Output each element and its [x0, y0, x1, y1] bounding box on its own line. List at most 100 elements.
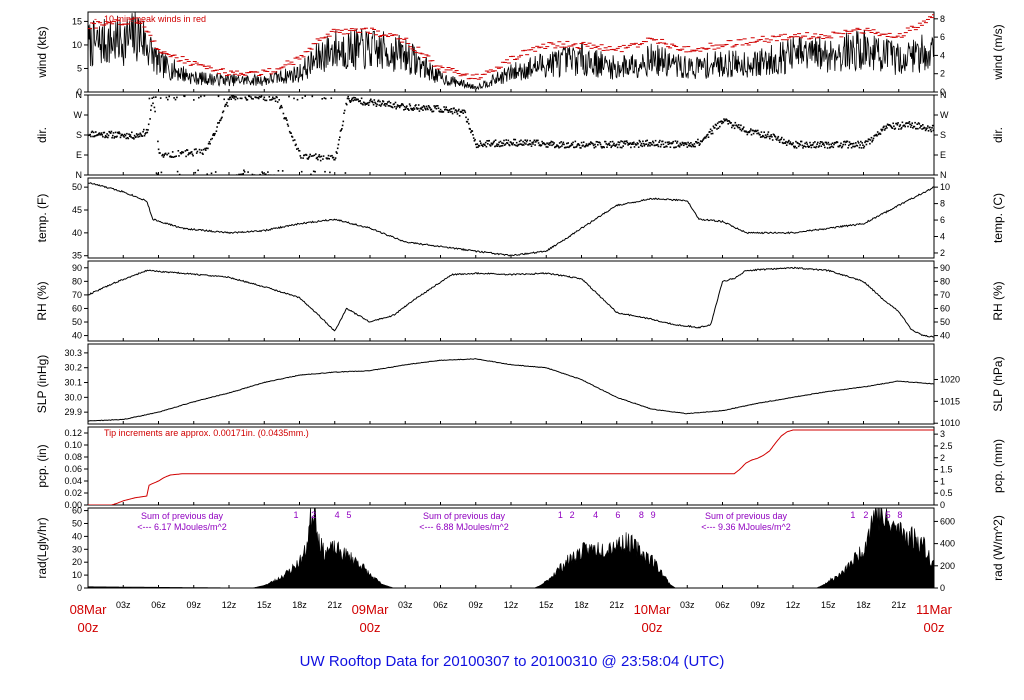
direction-point [453, 111, 456, 114]
plot-area-pcp [88, 429, 934, 505]
ytick-label-left: 0.08 [64, 452, 82, 462]
direction-point [723, 118, 725, 120]
direction-point [633, 146, 636, 148]
direction-point [712, 125, 715, 128]
direction-point [739, 128, 741, 131]
direction-point [649, 142, 652, 144]
direction-point [830, 143, 832, 146]
direction-point [793, 145, 795, 148]
panel-wind: wind (kts) wind (m/s) 0 5 10 15 0 2 4 6 8 - 10 min. … [35, 11, 1005, 97]
ytick-label-left: 15 [72, 16, 82, 26]
direction-point [578, 143, 580, 146]
direction-point [338, 139, 340, 141]
direction-point [98, 132, 101, 134]
direction-point [584, 145, 586, 148]
direction-point [673, 146, 675, 149]
direction-point [816, 143, 818, 145]
xtick-label: 03z [398, 600, 413, 610]
radiation-annotation: Sum of previous day<--- 6.17 MJoules/m^2… [137, 510, 351, 532]
direction-point [138, 135, 141, 138]
direction-point [654, 144, 656, 147]
direction-point [570, 142, 573, 145]
direction-point [734, 121, 737, 124]
direction-point [162, 153, 164, 156]
direction-point [157, 148, 160, 151]
direction-point [919, 127, 921, 129]
direction-point [611, 140, 614, 143]
direction-point [745, 131, 748, 133]
direction-point [461, 109, 464, 112]
xtick-major-time: 00z [78, 620, 99, 635]
direction-point [869, 139, 872, 141]
direction-point [559, 146, 562, 148]
direction-point [367, 104, 370, 106]
direction-point [755, 130, 758, 132]
footer-title: UW Rooftop Data for 20100307 to 20100310… [300, 653, 725, 670]
direction-point [644, 143, 646, 146]
direction-point [182, 151, 185, 154]
direction-point [733, 124, 735, 127]
direction-point [187, 153, 189, 156]
direction-point [638, 139, 641, 142]
direction-point [484, 144, 486, 147]
direction-point [516, 145, 519, 147]
ytick-label-left: 30.2 [64, 363, 82, 373]
ytick-label-right: 40 [940, 331, 950, 341]
xtick-label: 06z [433, 600, 448, 610]
direction-point [249, 174, 251, 175]
direction-point [750, 133, 753, 136]
direction-point [202, 153, 204, 155]
direction-point [580, 147, 582, 149]
direction-point [175, 155, 177, 157]
direction-point [207, 142, 210, 145]
direction-point [209, 143, 211, 145]
direction-point [571, 144, 574, 146]
direction-point [769, 135, 772, 138]
direction-point [357, 98, 359, 101]
direction-point [211, 137, 213, 140]
direction-point [352, 99, 354, 102]
direction-point [146, 131, 149, 134]
direction-point [661, 140, 664, 143]
direction-point [504, 143, 507, 145]
direction-point [143, 128, 145, 131]
direction-point [803, 145, 806, 147]
direction-point [860, 147, 863, 149]
direction-point [453, 107, 455, 109]
direction-point [113, 137, 115, 139]
direction-point [353, 96, 355, 99]
direction-point [546, 142, 548, 144]
direction-point [262, 98, 265, 101]
direction-point [475, 146, 478, 149]
direction-point [669, 146, 672, 148]
direction-point [222, 110, 225, 112]
direction-point [927, 130, 930, 132]
direction-point [501, 142, 503, 144]
direction-point [430, 108, 433, 111]
direction-point [931, 127, 933, 129]
xtick-label: 15z [539, 600, 554, 610]
direction-point [711, 129, 713, 132]
radiation-marker: 5 [346, 510, 351, 520]
direction-series [88, 95, 934, 175]
direction-point [248, 95, 251, 98]
direction-point [857, 142, 860, 144]
direction-point [740, 129, 743, 132]
direction-point [654, 139, 657, 142]
direction-point [319, 159, 322, 162]
direction-point [348, 100, 351, 102]
direction-point [372, 101, 374, 104]
direction-point [267, 171, 269, 173]
direction-point [818, 145, 820, 147]
direction-point [679, 142, 682, 145]
direction-point [389, 105, 391, 107]
direction-point [371, 100, 373, 103]
direction-point [176, 170, 179, 173]
ytick-label-right: 90 [940, 263, 950, 273]
direction-point [912, 127, 914, 129]
direction-point [709, 128, 712, 131]
direction-point [911, 122, 913, 124]
direction-point [269, 99, 271, 101]
xtick-label: 03z [116, 600, 131, 610]
direction-point [198, 96, 200, 99]
